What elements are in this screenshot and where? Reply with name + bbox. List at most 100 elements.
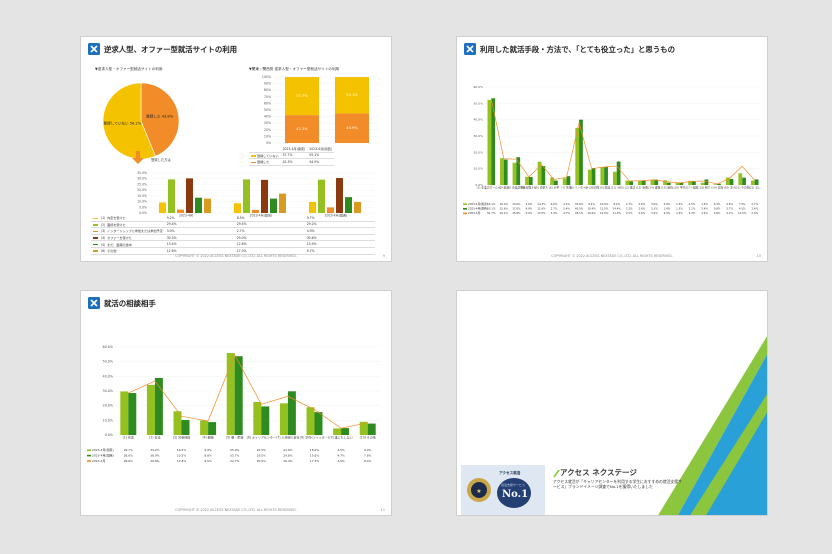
bar xyxy=(491,98,496,185)
y-tick-label: 90% xyxy=(264,82,271,86)
y-tick-label: 50.0% xyxy=(103,360,113,364)
table-cell: 17.3% xyxy=(310,459,319,463)
stack-label: 55.1% xyxy=(346,93,358,97)
y-tick-label: 40.0% xyxy=(103,374,113,378)
legend-label: 2023-4月 xyxy=(92,459,105,463)
y-tick-label: 10.0% xyxy=(473,167,483,171)
x-tick-label: (12) 雑誌 xyxy=(623,186,635,190)
table-cell: 16.2% xyxy=(177,448,186,452)
y-tick-label: 40% xyxy=(264,115,271,119)
y-tick-label: 20% xyxy=(264,128,271,132)
table-cell: 29.8% xyxy=(283,453,292,457)
table-cell: 34.2% xyxy=(150,448,159,452)
bar xyxy=(679,182,684,185)
consult-bar-chart: 60.0% 50.0% 40.0% 30.0% 20.0% 10.0% 0.0% (1) 先輩… xyxy=(87,345,381,463)
slide-1[interactable]: 逆求人型、オファー型就活サイトの利用 ▼逆求人型・オファー型就活サイトの利用 登… xyxy=(80,36,392,262)
stack-label: 57.7% xyxy=(296,94,308,98)
table-cell: 4.7% xyxy=(563,211,570,215)
x-tick-label: (18) 紹介 xyxy=(699,186,711,190)
table-cell: 2.6% xyxy=(638,202,645,206)
legend-swatch xyxy=(251,161,256,164)
table-cell: 9.2% xyxy=(164,215,235,222)
table-cell: 22.5% xyxy=(257,448,266,452)
bar xyxy=(234,356,243,435)
table-cell: 26.4% xyxy=(283,459,292,463)
x-tick-label: (5) 親・家族 xyxy=(226,435,243,440)
tagline: アクセス就活が「キャリアセンターを利用する学生におすすめの就活支援サービス」ブラ… xyxy=(553,479,682,490)
slide-4[interactable]: ★ アクセス就活 就活支援サービス No.1 アクセス ネクステージ アクセス就… xyxy=(456,290,768,516)
table-cell: 17.0% xyxy=(512,207,521,211)
brand-name: アクセス ネクステージ xyxy=(553,467,637,478)
table-cell: 14.3% xyxy=(537,202,546,206)
y-tick-label: 10.0% xyxy=(137,200,147,204)
brand-text: アクセス ネクステージ xyxy=(560,468,637,477)
bar xyxy=(725,177,730,185)
bar xyxy=(650,180,655,185)
slide-title: 就活の相談相手 xyxy=(104,299,156,308)
bar xyxy=(566,176,571,185)
bar xyxy=(173,411,182,435)
y-tick-label: 60% xyxy=(264,101,271,105)
x-tick-label: (2) 友達 xyxy=(149,435,160,440)
award-badge: ★ アクセス就活 就活支援サービス No.1 xyxy=(461,465,545,515)
bar xyxy=(168,179,175,213)
table-cell: 3.3% xyxy=(651,207,658,211)
table-cell: 28.6% xyxy=(124,459,133,463)
slide-title: 逆求人型、オファー型就活サイトの利用 xyxy=(104,45,238,54)
bar xyxy=(704,179,709,185)
bar xyxy=(336,178,343,213)
table-cell: 3.0% xyxy=(651,202,658,206)
x-tick-label: (7) 先輩 xyxy=(561,186,572,190)
table-cell: 17.0% xyxy=(234,247,305,255)
bar xyxy=(666,182,671,185)
table-cell: 29.4% xyxy=(164,221,235,229)
table-cell: 2.3% xyxy=(689,211,696,215)
table-cell: 10.9% xyxy=(600,202,609,206)
x-tick-label: (9) 誰にもしない xyxy=(329,435,352,440)
brand-logo-icon xyxy=(88,43,100,55)
bar xyxy=(612,171,617,185)
x-tick-label: (5) 逆求人 xyxy=(535,186,548,190)
footer: COPYRIGHT © 2022 ACCESS NEXTAGE CO.,LTD.… xyxy=(551,254,673,258)
table-cell: 4.9% xyxy=(304,227,375,235)
bar xyxy=(226,353,235,435)
table-cell: 5.4% xyxy=(563,207,570,211)
table-cell: 8.5% xyxy=(234,215,305,222)
brand-logo-icon xyxy=(464,43,476,55)
bar xyxy=(512,162,517,185)
table-cell: 53.1% xyxy=(487,207,496,211)
table-cell: 12.5% xyxy=(537,211,546,215)
x-tick-label: (14) 書籍 xyxy=(648,186,660,190)
row-label: （1）内定を受けた xyxy=(91,215,165,222)
legend-swatch xyxy=(463,212,467,215)
legend-label: 2023-4月(関東) xyxy=(92,447,114,452)
table-cell: 11.0% xyxy=(600,211,609,215)
brand-mark-icon xyxy=(553,469,560,477)
table-cell: 11.0% xyxy=(600,207,609,211)
table-cell: 3.4% xyxy=(701,207,708,211)
table-cell: 1.4% xyxy=(664,207,671,211)
table-cell: 9.0% xyxy=(364,448,372,452)
bar xyxy=(516,157,521,185)
table-cell: 53.7% xyxy=(230,453,239,457)
bar xyxy=(367,423,376,435)
table-cell: 2.3% xyxy=(626,207,633,211)
bar xyxy=(252,209,259,213)
table-cell: 35.0% xyxy=(575,202,584,206)
table-cell: 29.7% xyxy=(124,448,133,452)
legend-swatch xyxy=(93,250,98,253)
badge-brand: アクセス就活 xyxy=(499,471,521,475)
pie-chart: 登録した 43.8% 登録していない 56.2% xyxy=(102,82,180,160)
bar xyxy=(528,176,533,185)
y-tick-label: 20.0% xyxy=(137,188,147,192)
table-cell: 2.4% xyxy=(701,211,708,215)
stack-bar-not-registered xyxy=(335,77,369,114)
table-cell: 9.9% xyxy=(204,448,212,452)
badge-no1: No.1 xyxy=(502,489,529,500)
slide-2[interactable]: 利用した就活手段・方法で、「とても役立った」と思うもの 60.0% 50.0% 40… xyxy=(456,36,768,262)
bar xyxy=(738,173,743,185)
pie-slice-label: 登録した 43.8% xyxy=(146,113,174,118)
bar xyxy=(159,202,166,213)
x-tick-label: (3) 兄弟姉妹 xyxy=(173,435,190,440)
slide-3[interactable]: 就活の相談相手 60.0% 50.0% 40.0% 30.0% 20.0% 10.0% 0.… xyxy=(80,290,392,516)
